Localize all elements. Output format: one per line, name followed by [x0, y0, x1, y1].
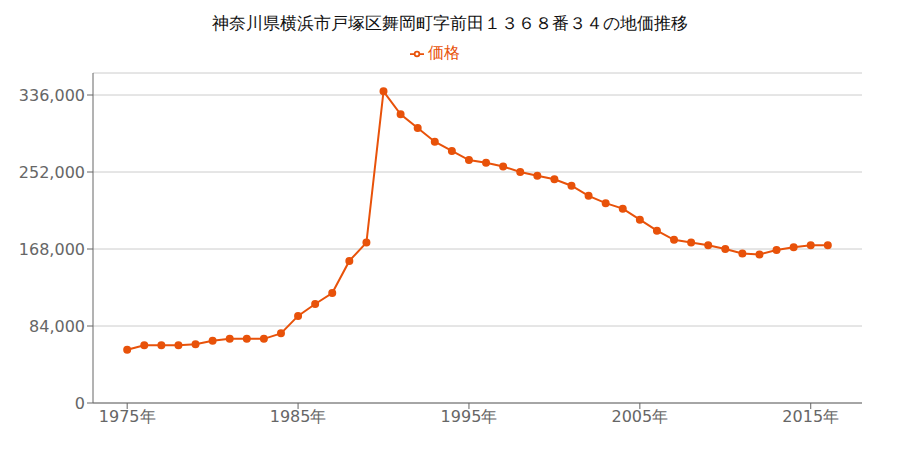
svg-text:168,000: 168,000	[19, 240, 85, 259]
html-text:神奈川県横浜市戸塚区舞岡町字前田１３６８番３４の地価推移: 神奈川県横浜市戸塚区舞岡町字前田１３６８番３４の地価推移	[212, 13, 688, 33]
svg-text:2005年: 2005年	[611, 407, 668, 426]
svg-text:84,000: 84,000	[29, 317, 85, 336]
svg-text:336,000: 336,000	[19, 86, 85, 105]
svg-text:1995年: 1995年	[441, 407, 498, 426]
svg-text:1985年: 1985年	[270, 407, 327, 426]
svg-text:252,000: 252,000	[19, 163, 85, 182]
svg-text:0: 0	[75, 394, 85, 413]
html-text:価格: 価格	[428, 43, 460, 62]
svg-text:1975年: 1975年	[99, 407, 156, 426]
svg-text:2015年: 2015年	[782, 407, 839, 426]
